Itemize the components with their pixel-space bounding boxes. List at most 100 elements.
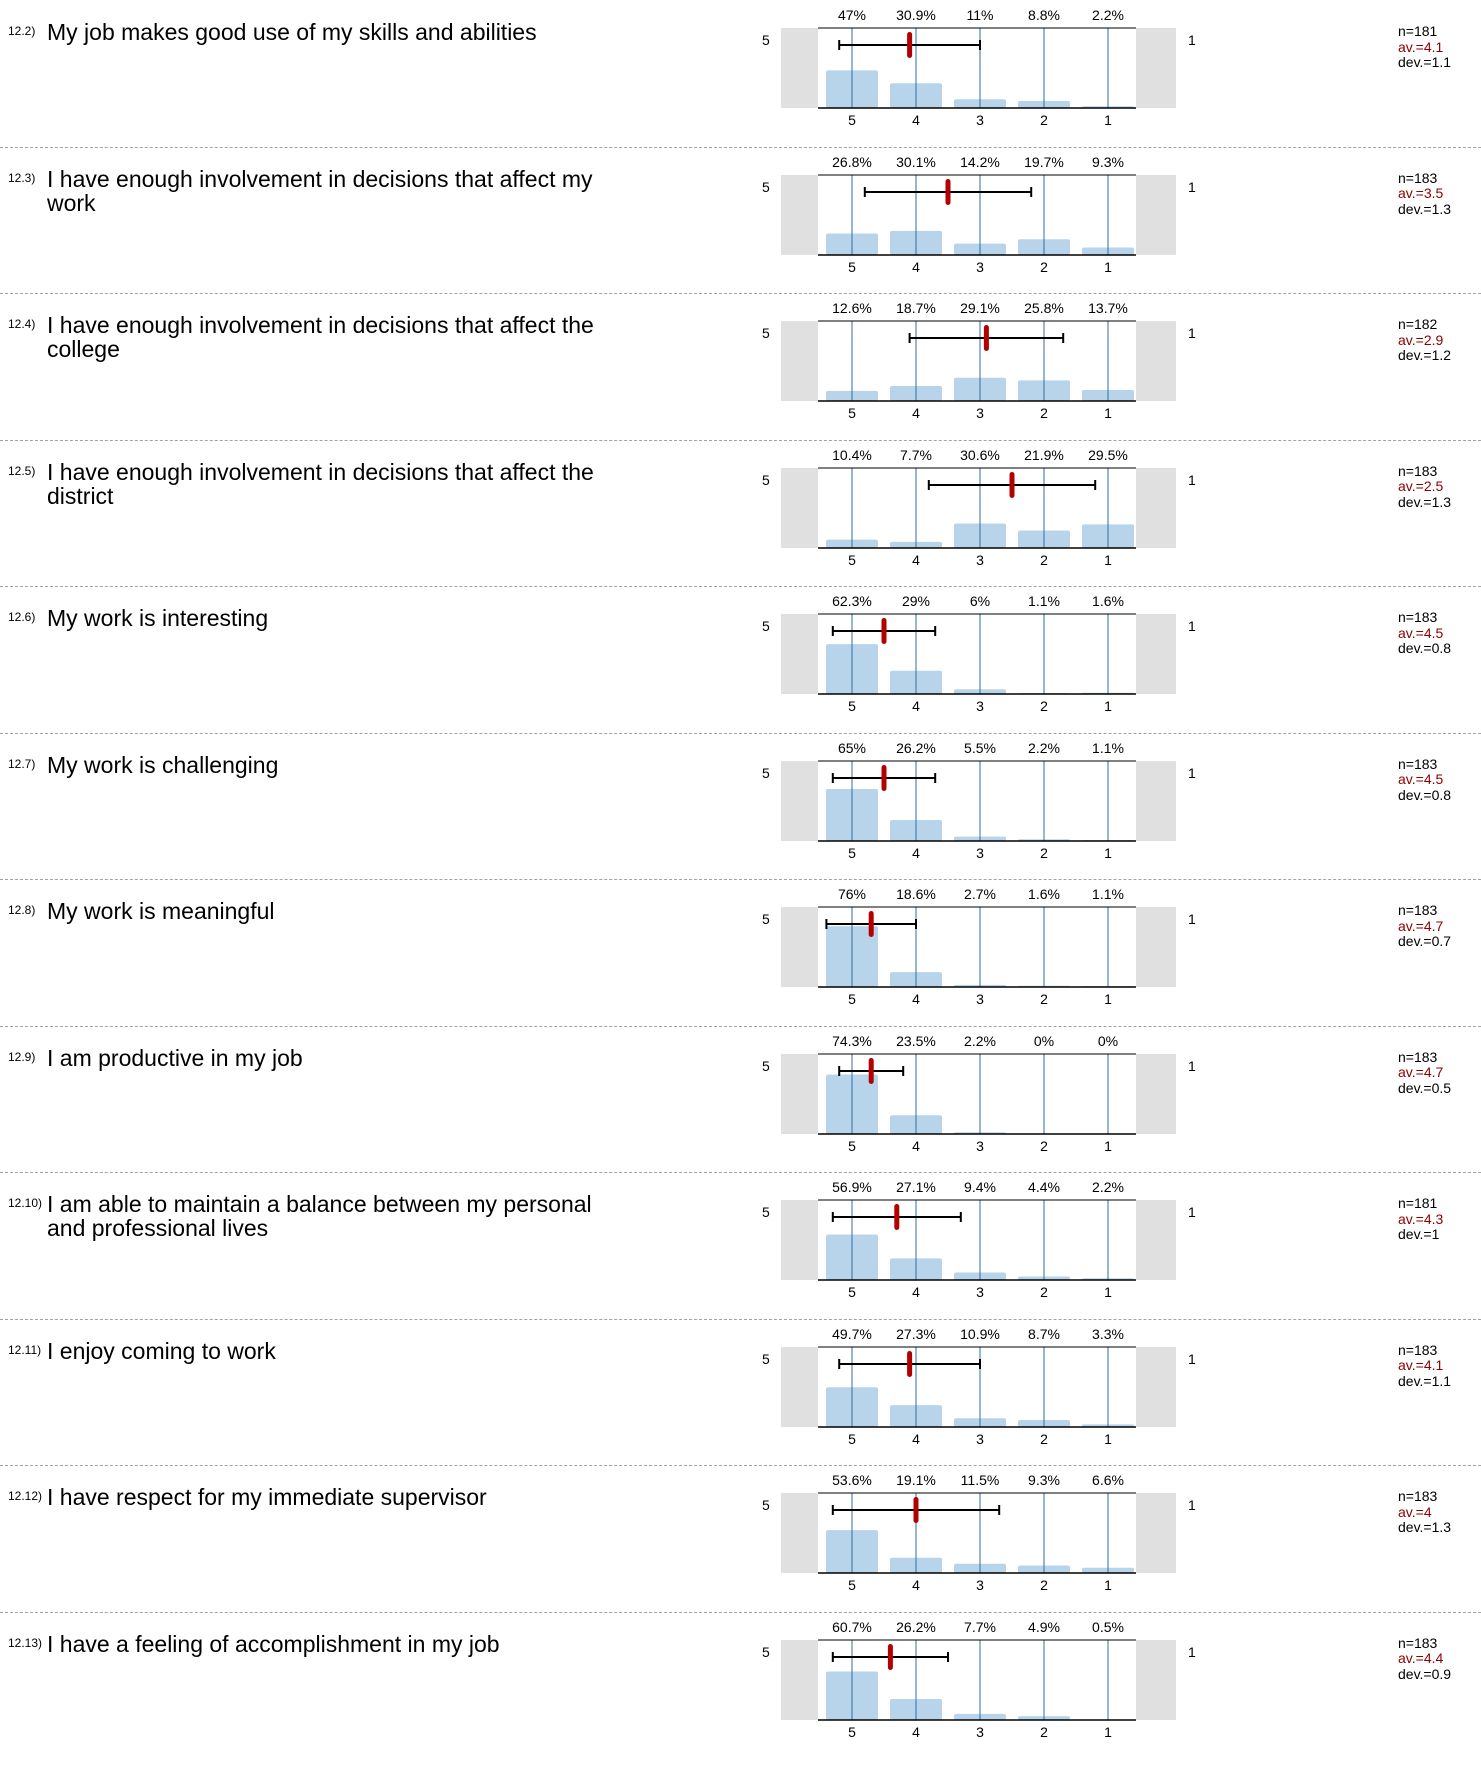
tick-label: 4 (912, 259, 920, 275)
tick-label: 2 (1040, 1724, 1048, 1740)
question-text: I enjoy coming to work (47, 1339, 607, 1363)
tick-label: 2 (1040, 112, 1048, 128)
stat-av: av.=4.4 (1398, 1651, 1451, 1667)
stat-dev: dev.=1.3 (1398, 202, 1451, 218)
right-panel (1136, 468, 1176, 548)
stat-n: n=183 (1398, 1489, 1451, 1505)
question-number: 12.4) (8, 317, 35, 331)
stat-n: n=183 (1398, 1636, 1451, 1652)
percent-label: 1.6% (1092, 593, 1124, 609)
tick-label: 1 (1104, 112, 1112, 128)
tick-label: 3 (976, 698, 984, 714)
percent-label: 8.8% (1028, 7, 1060, 23)
scale-left-label: 5 (762, 179, 770, 195)
question-row: 12.12)I have respect for my immediate su… (0, 1477, 1481, 1624)
right-panel (1136, 907, 1176, 987)
tick-label: 3 (976, 1724, 984, 1740)
row-separator (0, 147, 1481, 148)
question-text: My work is challenging (47, 753, 607, 777)
scale-left-label: 5 (762, 1058, 770, 1074)
tick-label: 2 (1040, 1577, 1048, 1593)
left-panel (781, 175, 818, 255)
stat-n: n=183 (1398, 903, 1451, 919)
percent-label: 7.7% (900, 447, 932, 463)
percent-label: 26.8% (832, 154, 872, 170)
mean-marker (882, 765, 887, 791)
right-panel (1136, 614, 1176, 694)
percent-label: 18.7% (896, 300, 936, 316)
question-number: 12.2) (8, 24, 35, 38)
left-panel (781, 1493, 818, 1573)
percent-label: 25.8% (1024, 300, 1064, 316)
tick-label: 3 (976, 112, 984, 128)
stat-dev: dev.=0.8 (1398, 641, 1451, 657)
percent-label: 47% (838, 7, 866, 23)
question-number: 12.8) (8, 903, 35, 917)
tick-label: 1 (1104, 1577, 1112, 1593)
tick-label: 4 (912, 1284, 920, 1300)
question-text: I have enough involvement in decisions t… (47, 167, 607, 215)
tick-label: 1 (1104, 1284, 1112, 1300)
percent-label: 26.2% (896, 1619, 936, 1635)
stat-av: av.=4.1 (1398, 40, 1451, 56)
scale-left-label: 5 (762, 765, 770, 781)
percent-label: 10.9% (960, 1326, 1000, 1342)
mean-marker (907, 1351, 912, 1377)
stat-n: n=183 (1398, 171, 1451, 187)
percent-label: 76% (838, 886, 866, 902)
row-separator (0, 1612, 1481, 1613)
row-separator (0, 586, 1481, 587)
question-text: I am productive in my job (47, 1046, 607, 1070)
stat-n: n=183 (1398, 1050, 1451, 1066)
mean-marker (984, 325, 989, 351)
tick-label: 5 (848, 1577, 856, 1593)
right-panel (1136, 761, 1176, 841)
tick-label: 4 (912, 1724, 920, 1740)
tick-label: 5 (848, 1724, 856, 1740)
stat-n: n=183 (1398, 610, 1451, 626)
tick-label: 5 (848, 1284, 856, 1300)
mean-marker (894, 1204, 899, 1230)
row-separator (0, 1319, 1481, 1320)
tick-label: 2 (1040, 1284, 1048, 1300)
tick-label: 4 (912, 1577, 920, 1593)
scale-left-label: 5 (762, 1351, 770, 1367)
stat-dev: dev.=0.8 (1398, 788, 1451, 804)
scale-left-label: 5 (762, 1204, 770, 1220)
tick-label: 2 (1040, 845, 1048, 861)
stat-dev: dev.=1.1 (1398, 55, 1451, 71)
mean-marker (907, 32, 912, 58)
stat-av: av.=2.9 (1398, 333, 1451, 349)
row-separator (0, 440, 1481, 441)
stat-n: n=183 (1398, 1343, 1451, 1359)
stat-av: av.=4.3 (1398, 1212, 1443, 1228)
stat-dev: dev.=0.5 (1398, 1081, 1451, 1097)
percent-label: 1.1% (1092, 886, 1124, 902)
percent-label: 19.7% (1024, 154, 1064, 170)
left-panel (781, 468, 818, 548)
right-panel (1136, 1347, 1176, 1427)
question-number: 12.3) (8, 171, 35, 185)
tick-label: 5 (848, 405, 856, 421)
right-panel (1136, 1200, 1176, 1280)
question-row: 12.3) I have enough involvement in decisi… (0, 159, 1481, 306)
tick-label: 4 (912, 1138, 920, 1154)
tick-label: 2 (1040, 1138, 1048, 1154)
percent-label: 29% (902, 593, 930, 609)
row-separator (0, 293, 1481, 294)
tick-label: 5 (848, 698, 856, 714)
row-separator (0, 733, 1481, 734)
left-panel (781, 1347, 818, 1427)
percent-label: 27.3% (896, 1326, 936, 1342)
row-separator (0, 1026, 1481, 1027)
